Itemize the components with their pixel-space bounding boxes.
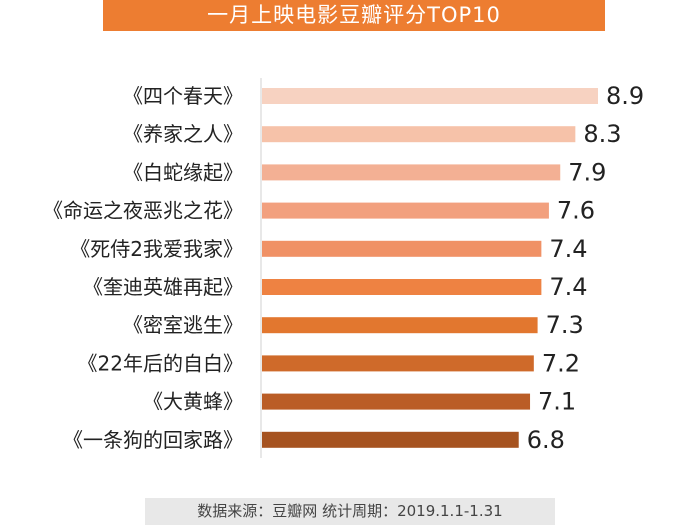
category-label: 《四个春天》 bbox=[123, 84, 243, 108]
bar bbox=[262, 240, 542, 257]
value-label: 7.4 bbox=[549, 273, 587, 301]
category-label: 《死侍2我爱我家》 bbox=[70, 237, 243, 261]
value-label: 7.9 bbox=[568, 158, 606, 186]
bar bbox=[262, 279, 542, 295]
value-label: 7.1 bbox=[538, 388, 576, 416]
category-label: 《命运之夜恶兆之花》 bbox=[43, 199, 243, 223]
category-label: 《一条狗的回家路》 bbox=[63, 428, 243, 452]
bar bbox=[262, 355, 534, 372]
bar bbox=[262, 431, 519, 448]
value-label: 7.6 bbox=[557, 197, 595, 225]
category-label: 《养家之人》 bbox=[123, 122, 243, 146]
chart-title: 一月上映电影豆瓣评分TOP10 bbox=[103, 0, 605, 31]
value-label: 6.8 bbox=[527, 426, 565, 454]
value-label: 8.3 bbox=[583, 120, 621, 148]
source-footer: 数据来源：豆瓣网 统计周期：2019.1.1-1.31 bbox=[145, 498, 555, 525]
bar bbox=[262, 164, 561, 181]
value-label: 7.2 bbox=[542, 349, 580, 377]
value-label: 8.9 bbox=[606, 82, 644, 110]
bar bbox=[262, 317, 538, 334]
bar bbox=[262, 202, 549, 219]
value-label: 7.4 bbox=[549, 235, 587, 263]
bar bbox=[262, 393, 531, 410]
bar bbox=[262, 88, 598, 104]
category-label: 《奎迪英雄再起》 bbox=[83, 275, 243, 299]
category-label: 《22年后的自白》 bbox=[78, 351, 243, 375]
value-label: 7.3 bbox=[546, 311, 584, 339]
category-label: 《密室逃生》 bbox=[123, 313, 243, 337]
bar bbox=[262, 126, 576, 143]
category-label: 《大黄蜂》 bbox=[143, 390, 243, 414]
category-label: 《白蛇缘起》 bbox=[123, 160, 243, 184]
